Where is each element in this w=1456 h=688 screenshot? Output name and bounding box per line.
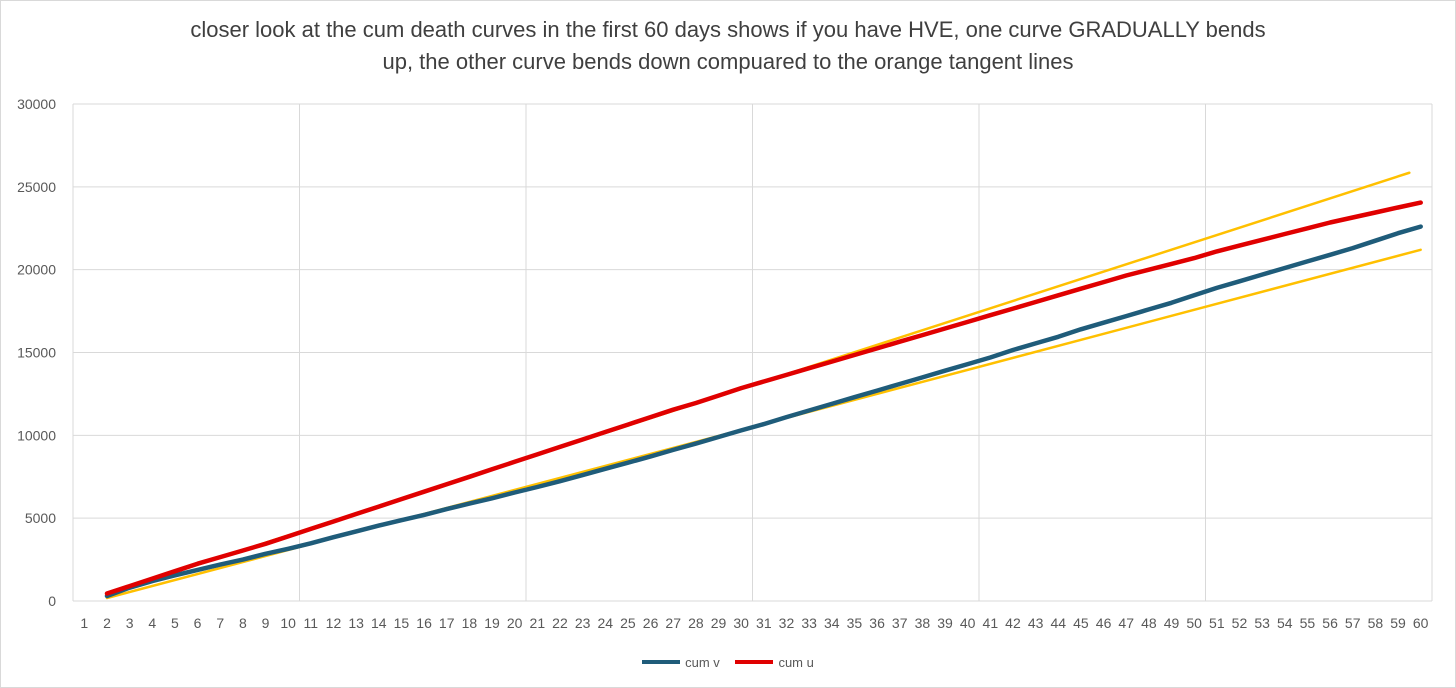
x-tick-label: 37 (892, 615, 908, 631)
x-tick-label: 16 (416, 615, 432, 631)
x-tick-label: 53 (1254, 615, 1270, 631)
x-tick-label: 54 (1277, 615, 1293, 631)
x-tick-label: 60 (1413, 615, 1429, 631)
y-tick-label: 20000 (17, 262, 56, 278)
x-tick-label: 15 (394, 615, 410, 631)
x-tick-label: 19 (484, 615, 500, 631)
x-tick-label: 14 (371, 615, 387, 631)
x-tick-label: 11 (304, 615, 319, 631)
x-tick-label: 56 (1322, 615, 1338, 631)
x-tick-label: 44 (1050, 615, 1066, 631)
legend: cum v cum u (0, 652, 1456, 670)
x-tick-label: 17 (439, 615, 455, 631)
x-tick-label: 23 (575, 615, 591, 631)
x-tick-label: 3 (126, 615, 134, 631)
legend-item-cum-u: cum u (735, 654, 814, 670)
x-tick-label: 47 (1118, 615, 1134, 631)
x-tick-label: 18 (462, 615, 478, 631)
x-tick-label: 36 (869, 615, 885, 631)
x-tick-label: 35 (847, 615, 863, 631)
legend-label-cum-v: cum v (685, 654, 720, 670)
x-tick-label: 46 (1096, 615, 1112, 631)
x-tick-label: 51 (1209, 615, 1225, 631)
x-tick-label: 45 (1073, 615, 1089, 631)
x-tick-label: 25 (620, 615, 636, 631)
x-tick-label: 39 (937, 615, 953, 631)
x-tick-label: 59 (1390, 615, 1406, 631)
x-tick-label: 21 (530, 615, 546, 631)
x-tick-label: 30 (733, 615, 749, 631)
x-tick-label: 26 (643, 615, 659, 631)
legend-label-cum-u: cum u (778, 654, 814, 670)
x-tick-label: 6 (194, 615, 202, 631)
x-tick-label: 41 (983, 615, 999, 631)
x-tick-label: 49 (1164, 615, 1180, 631)
x-tick-label: 8 (239, 615, 247, 631)
y-tick-label: 25000 (17, 179, 56, 195)
series-line-cum-v (104, 224, 1423, 599)
legend-item-cum-v: cum v (642, 655, 720, 670)
chart-title-line-2: up, the other curve bends down compuared… (382, 49, 1074, 74)
legend-swatch-cum-u (735, 660, 774, 664)
chart-title: closer look at the cum death curves in t… (60, 14, 1396, 78)
x-tick-label: 50 (1186, 615, 1202, 631)
x-tick-label: 5 (171, 615, 179, 631)
x-tick-label: 38 (915, 615, 931, 631)
y-tick-label: 10000 (17, 427, 56, 443)
x-tick-label: 29 (711, 615, 727, 631)
x-tick-label: 58 (1368, 615, 1384, 631)
x-tick-label: 42 (1005, 615, 1021, 631)
x-tick-label: 4 (148, 615, 156, 631)
x-tick-label: 33 (801, 615, 817, 631)
x-tick-label: 9 (262, 615, 270, 631)
chart-title-line-1: closer look at the cum death curves in t… (190, 17, 1266, 42)
x-tick-label: 34 (824, 615, 840, 631)
x-tick-label: 27 (665, 615, 681, 631)
x-tick-label: 52 (1232, 615, 1248, 631)
x-tick-label: 20 (507, 615, 523, 631)
y-tick-label: 15000 (17, 345, 56, 361)
x-tick-label: 57 (1345, 615, 1361, 631)
x-tick-label: 43 (1028, 615, 1044, 631)
y-tick-label: 0 (48, 593, 56, 609)
x-tick-label: 12 (326, 615, 342, 631)
x-tick-label: 55 (1300, 615, 1316, 631)
x-tick-label: 1 (80, 615, 88, 631)
x-tick-label: 32 (779, 615, 795, 631)
x-tick-label: 40 (960, 615, 976, 631)
series-line-cum-u (104, 200, 1423, 596)
y-tick-label: 5000 (25, 510, 56, 526)
x-tick-label: 22 (552, 615, 568, 631)
x-tick-label: 13 (348, 615, 364, 631)
x-tick-label: 2 (103, 615, 111, 631)
y-tick-label: 30000 (17, 96, 56, 112)
legend-swatch-cum-v (642, 660, 681, 664)
x-tick-label: 10 (280, 615, 296, 631)
x-tick-label: 48 (1141, 615, 1157, 631)
x-tick-label: 31 (756, 615, 772, 631)
x-tick-label: 7 (216, 615, 224, 631)
x-tick-label: 24 (597, 615, 613, 631)
x-tick-label: 28 (688, 615, 704, 631)
